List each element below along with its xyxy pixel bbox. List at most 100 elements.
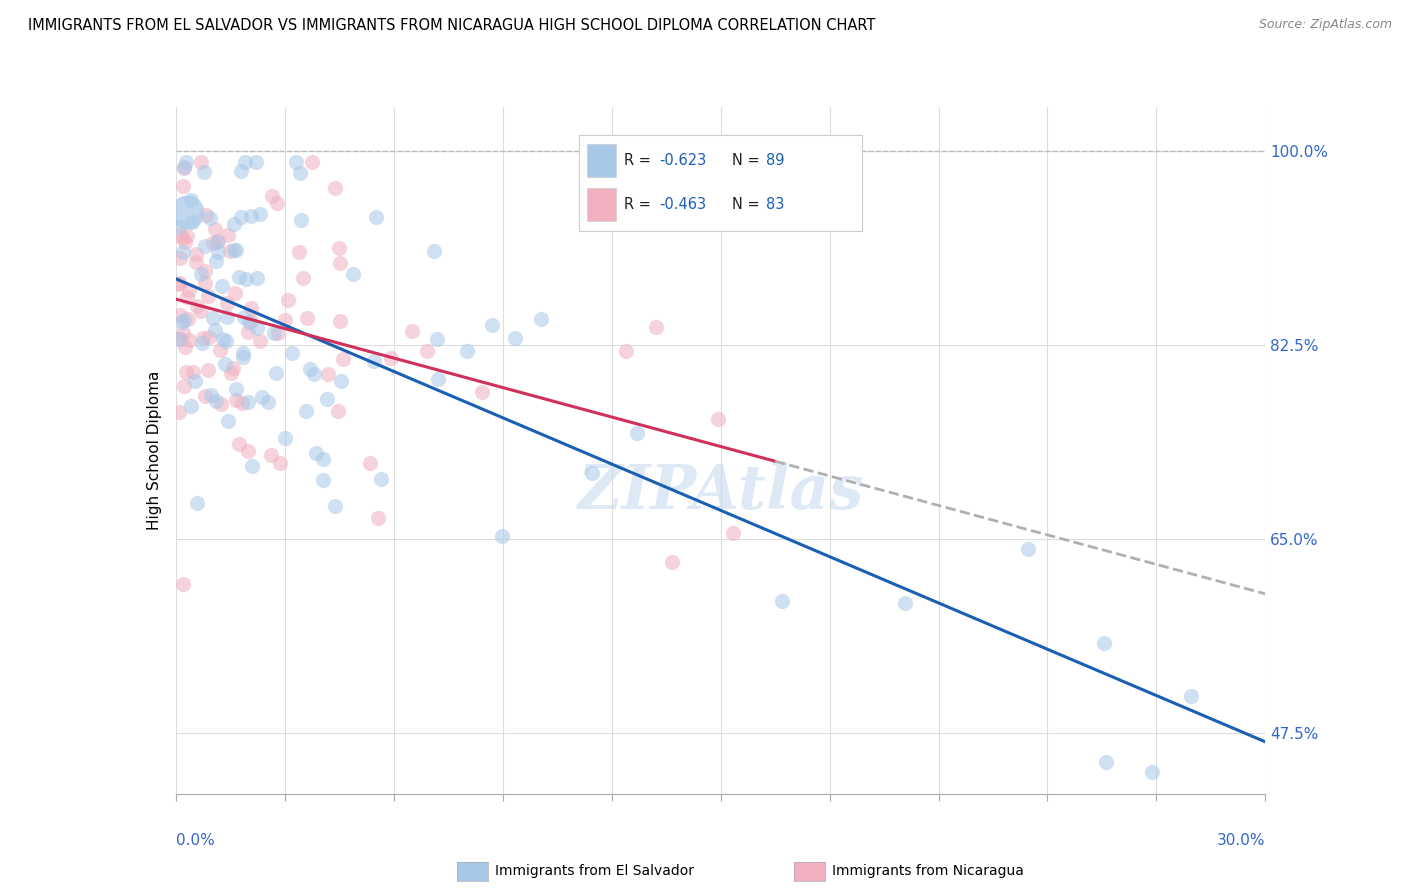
Point: [274, 313, 297, 327]
Point: [207, 235, 229, 249]
Point: [305, 446, 328, 460]
Point: [326, 403, 349, 417]
Point: [172, 179, 194, 194]
Point: [329, 314, 352, 328]
Point: [169, 276, 191, 290]
Point: [312, 452, 335, 467]
Point: [217, 227, 239, 242]
Point: [581, 466, 603, 480]
Point: [198, 330, 221, 344]
Point: [236, 444, 259, 458]
Text: 30.0%: 30.0%: [1218, 833, 1265, 847]
Point: [180, 215, 202, 229]
Point: [238, 395, 260, 409]
Point: [301, 155, 323, 169]
Point: [194, 276, 217, 290]
Point: [194, 239, 217, 253]
Point: [281, 346, 304, 360]
Point: [191, 331, 214, 345]
Point: [249, 334, 271, 348]
Point: [221, 360, 243, 375]
Point: [217, 295, 239, 310]
Point: [209, 343, 232, 357]
Point: [231, 211, 253, 225]
Point: [1017, 542, 1039, 557]
Point: [367, 511, 389, 525]
Point: [169, 219, 191, 234]
Point: [1180, 689, 1202, 703]
Point: [169, 405, 191, 419]
Point: [177, 333, 200, 347]
Point: [181, 365, 204, 379]
Point: [174, 235, 197, 250]
Point: [190, 304, 212, 318]
Point: [169, 332, 191, 346]
Point: [363, 354, 385, 368]
Point: [288, 244, 311, 259]
Point: [277, 293, 299, 307]
Point: [401, 324, 423, 338]
Point: [266, 196, 288, 211]
Point: [294, 404, 316, 418]
Point: [366, 210, 388, 224]
Point: [172, 326, 194, 341]
Point: [245, 155, 267, 169]
Point: [329, 374, 352, 388]
Point: [184, 374, 207, 388]
Point: [212, 332, 235, 346]
Point: [707, 411, 730, 425]
Point: [240, 209, 263, 223]
Point: [204, 222, 226, 236]
Point: [190, 155, 212, 169]
Point: [205, 235, 228, 249]
Point: [456, 344, 478, 359]
Point: [342, 268, 364, 282]
Point: [169, 228, 191, 243]
Point: [211, 279, 233, 293]
Point: [266, 326, 288, 340]
Point: [214, 358, 236, 372]
Point: [894, 596, 917, 610]
Point: [194, 208, 217, 222]
Point: [204, 323, 226, 337]
Point: [426, 372, 449, 386]
Point: [172, 231, 194, 245]
Point: [316, 367, 339, 381]
Point: [169, 252, 191, 266]
Point: [645, 319, 668, 334]
Point: [285, 155, 308, 169]
Point: [423, 244, 446, 259]
Point: [323, 499, 346, 513]
Point: [176, 290, 198, 304]
Point: [228, 269, 250, 284]
Point: [186, 299, 208, 313]
Point: [224, 285, 246, 300]
Point: [202, 235, 225, 250]
Point: [174, 365, 197, 379]
Point: [263, 326, 285, 340]
Point: [260, 189, 283, 203]
Point: [190, 267, 212, 281]
Point: [172, 577, 194, 591]
Point: [172, 245, 194, 260]
Point: [288, 166, 311, 180]
Point: [274, 430, 297, 444]
Y-axis label: High School Diploma: High School Diploma: [146, 371, 162, 530]
Point: [235, 155, 257, 169]
Point: [169, 277, 191, 291]
Point: [302, 368, 325, 382]
Text: Immigrants from El Salvador: Immigrants from El Salvador: [495, 864, 695, 879]
Point: [186, 255, 208, 269]
Point: [228, 436, 250, 450]
Point: [236, 325, 259, 339]
Point: [176, 155, 198, 169]
Point: [217, 414, 239, 428]
Point: [416, 343, 439, 358]
Point: [191, 336, 214, 351]
Point: [201, 311, 224, 326]
Point: [252, 390, 274, 404]
Point: [197, 289, 219, 303]
Point: [173, 161, 195, 175]
Point: [169, 332, 191, 346]
Point: [232, 350, 254, 364]
